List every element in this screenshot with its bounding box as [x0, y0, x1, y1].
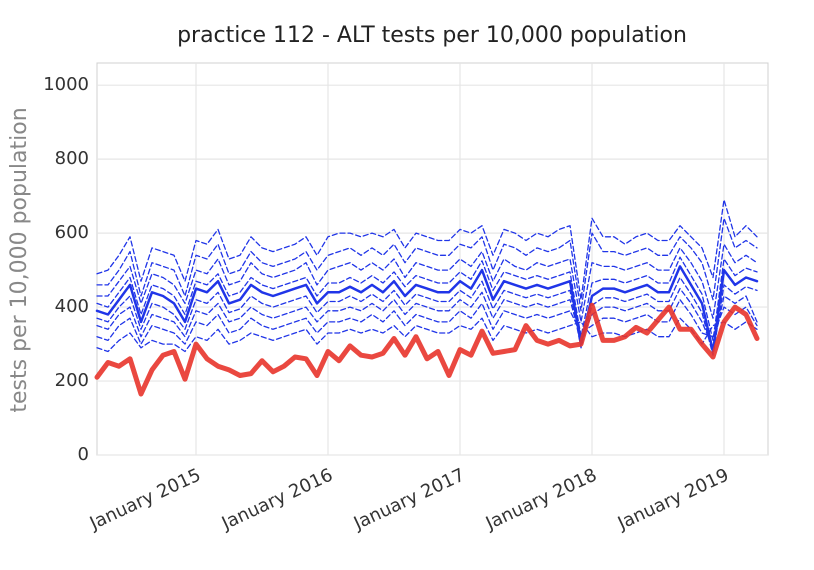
plot-area: [96, 62, 769, 456]
x-tick-label: January 2016: [218, 464, 336, 534]
y-tick-label: 1000: [43, 74, 89, 95]
x-tick-label: January 2017: [350, 464, 468, 534]
x-tick-label: January 2019: [614, 464, 732, 534]
y-tick-label: 0: [78, 444, 89, 465]
practice-line: [94, 302, 760, 397]
y-tick-label: 400: [55, 296, 89, 317]
decile-line: [96, 287, 758, 349]
y-axis-label: tests per 10,000 population: [7, 107, 32, 412]
decile-line: [96, 199, 758, 301]
decile-line: [96, 276, 758, 356]
y-tick-label: 200: [55, 370, 89, 391]
chart-title: practice 112 - ALT tests per 10,000 popu…: [177, 23, 687, 48]
decile-line: [96, 217, 758, 312]
x-tick-label: January 2015: [86, 464, 204, 534]
decile-line: [96, 256, 758, 342]
y-tick-label: 600: [55, 222, 89, 243]
median-line: [95, 265, 759, 353]
decile-line: [96, 243, 758, 323]
x-tick-label: January 2018: [482, 464, 600, 534]
decile-line: [96, 299, 758, 345]
y-tick-label: 800: [55, 148, 89, 169]
